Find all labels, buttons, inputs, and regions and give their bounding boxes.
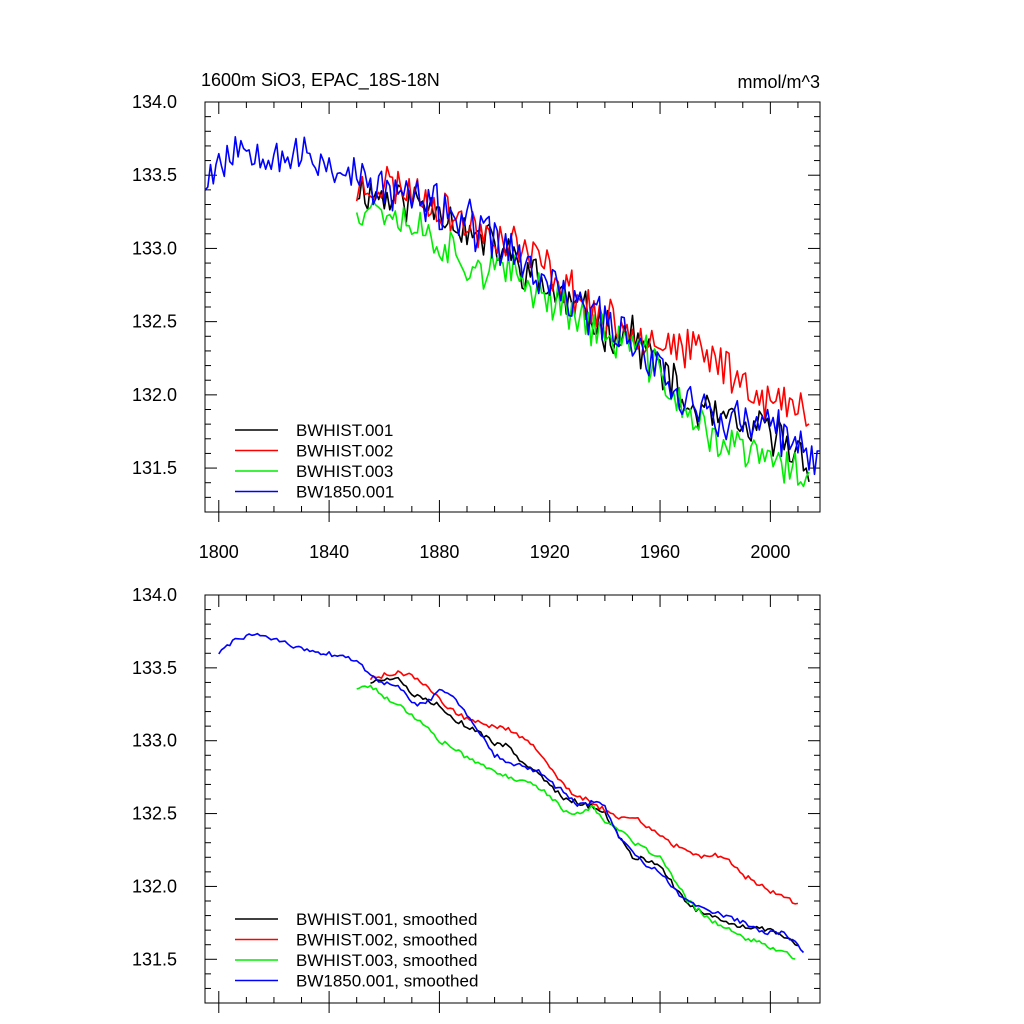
y-tick-label: 133.5 [132, 165, 177, 185]
x-tick-label: 2000 [750, 542, 790, 562]
series-line-1 [356, 176, 810, 483]
legend-label-4: BW1850.001 [296, 483, 394, 502]
y-tick-label: 132.0 [132, 876, 177, 896]
y-tick-label: 133.0 [132, 731, 177, 751]
y-tick-label: 132.5 [132, 312, 177, 332]
y-tick-label: 131.5 [132, 458, 177, 478]
x-tick-label: 1960 [640, 542, 680, 562]
chart-units: mmol/m^3 [738, 72, 820, 92]
x-tick-label: 1880 [419, 542, 459, 562]
legend-label-2: BWHIST.002, smoothed [296, 931, 477, 950]
x-tick-label: 1840 [309, 542, 349, 562]
y-tick-label: 133.5 [132, 658, 177, 678]
series-line-4 [218, 632, 805, 954]
legend-label-3: BWHIST.003, smoothed [296, 951, 477, 970]
chart-title: 1600m SiO3, EPAC_18S-18N [201, 70, 440, 91]
legend-label-3: BWHIST.003 [296, 462, 393, 481]
x-tick-label: 1800 [199, 542, 239, 562]
y-tick-label: 133.0 [132, 238, 177, 258]
legend-label-4: BW1850.001, smoothed [296, 972, 478, 991]
series-line-3 [355, 200, 810, 488]
legend-label-1: BWHIST.001, smoothed [296, 910, 477, 929]
series-line-2 [369, 670, 799, 905]
series-line-1 [370, 676, 799, 947]
y-tick-label: 132.5 [132, 804, 177, 824]
y-tick-label: 134.0 [132, 92, 177, 112]
y-tick-label: 131.5 [132, 949, 177, 969]
legend-label-2: BWHIST.002 [296, 442, 393, 461]
y-tick-label: 132.0 [132, 385, 177, 405]
series-line-4 [204, 136, 820, 476]
x-tick-label: 1920 [530, 542, 570, 562]
legend-label-1: BWHIST.001 [296, 421, 393, 440]
series-line-3 [356, 684, 796, 960]
y-tick-label: 134.0 [132, 585, 177, 605]
